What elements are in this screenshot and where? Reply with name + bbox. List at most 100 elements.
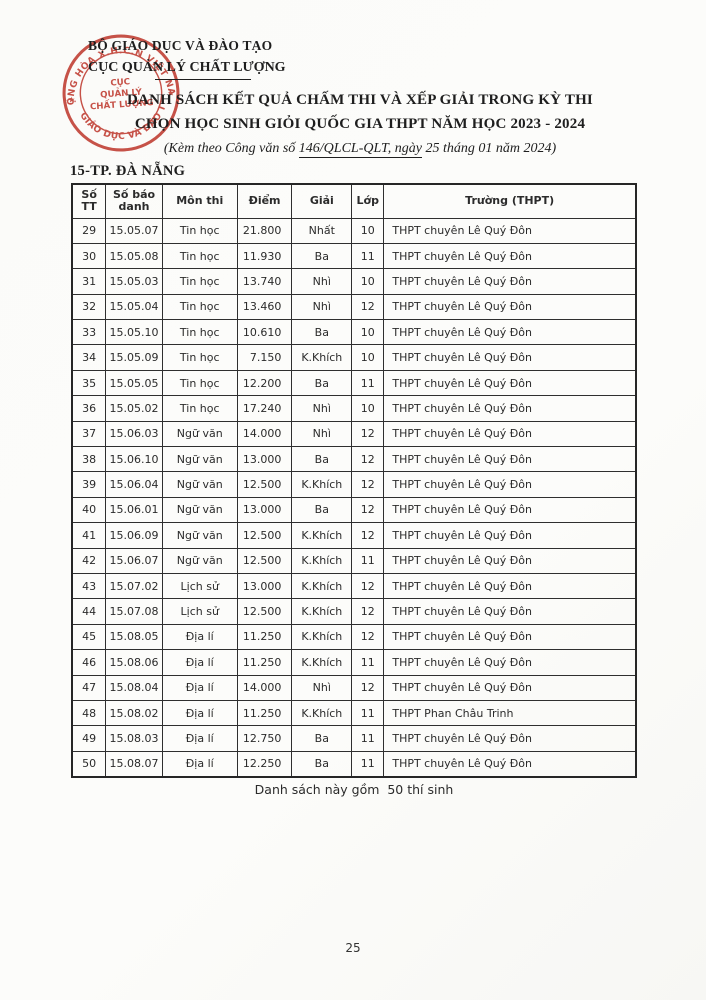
table-cell: Ngữ văn: [161, 420, 238, 448]
doc-subtitle: (Kèm theo Công văn số 146/QLCL-QLT, ngày…: [60, 141, 660, 158]
table-row: 34 15.05.09 Tin học 7.150 K.Khích 10 THPT chuy…: [71, 344, 637, 371]
table-cell: Địa lí: [161, 649, 238, 676]
table-row: 40 15.06.01 Ngữ văn 13.000 Ba 12 THPT chuyên L…: [71, 496, 637, 524]
table-cell: 10: [351, 395, 385, 422]
table-cell: 10: [351, 217, 385, 244]
table-cell: 15.05.04: [105, 293, 163, 321]
table-cell: 49: [71, 725, 107, 752]
table-cell: 17.240: [236, 395, 293, 422]
table-cell: THPT chuyên Lê Quý Đôn: [383, 598, 637, 625]
table-cell: 12: [351, 471, 385, 498]
table-cell: 12.250: [236, 750, 293, 778]
table-row: 39 15.06.04 Ngữ văn 12.500 K.Khích 12 THPT chu…: [71, 471, 637, 498]
table-cell: Ba: [291, 725, 353, 752]
column-header-3: Điểm: [236, 183, 293, 219]
table-cell: 12.500: [236, 522, 293, 549]
table-cell: 15.08.06: [105, 649, 163, 676]
table-cell: 15.05.07: [105, 217, 163, 244]
org-name-department: CỤC QUẢN LÝ CHẤT LƯỢNG: [88, 60, 286, 75]
table-cell: THPT chuyên Lê Quý Đôn: [383, 420, 637, 448]
column-header-5: Lớp: [351, 183, 385, 219]
table-cell: 41: [71, 522, 107, 549]
table-cell: 14.000: [236, 420, 293, 448]
table-cell: THPT Phan Châu Trinh: [383, 699, 637, 727]
table-cell: Nhì: [291, 268, 353, 295]
table-cell: 15.05.03: [105, 268, 163, 295]
table-cell: 11: [351, 369, 385, 397]
table-cell: 15.06.01: [105, 496, 163, 524]
table-cell: Địa lí: [161, 674, 238, 701]
table-cell: 11.250: [236, 649, 293, 676]
table-cell: 44: [71, 598, 107, 625]
table-cell: 11: [351, 699, 385, 727]
subtitle-prefix: (Kèm theo Công văn số: [163, 141, 299, 156]
table-cell: 15.05.02: [105, 395, 163, 422]
table-cell: Lịch sử: [161, 598, 238, 625]
table-cell: 12: [351, 572, 385, 600]
table-cell: 39: [71, 471, 107, 498]
table-cell: 11.250: [236, 699, 293, 727]
table-cell: 15.06.04: [105, 471, 163, 498]
table-body: 29 15.05.07 Tin học 21.800 Nhất 10 THPT chuyên…: [71, 217, 637, 778]
column-header-6: Trường (THPT): [383, 183, 637, 219]
table-cell: 14.000: [236, 674, 293, 701]
table-row: 31 15.05.03 Tin học 13.740 Nhì 10 THPT chuyên …: [71, 268, 637, 295]
table-cell: Tin học: [161, 369, 238, 397]
table-cell: THPT chuyên Lê Quý Đôn: [383, 674, 637, 701]
doc-title-line1: DANH SÁCH KẾT QUẢ CHẤM THI VÀ XẾP GIẢI T…: [127, 92, 593, 108]
table-cell: 12: [351, 420, 385, 448]
table-cell: Địa lí: [161, 750, 238, 778]
table-cell: THPT chuyên Lê Quý Đôn: [383, 217, 637, 244]
table-cell: 10: [351, 268, 385, 295]
table-row: 30 15.05.08 Tin học 11.930 Ba 11 THPT chuyên L…: [71, 242, 637, 270]
table-row: 49 15.08.03 Địa lí 12.750 Ba 11 THPT chuyên Lê…: [71, 725, 637, 752]
table-cell: Địa lí: [161, 725, 238, 752]
table-cell: 11.930: [236, 242, 293, 270]
column-header-1: Số báo danh: [105, 183, 163, 219]
table-cell: 13.460: [236, 293, 293, 321]
table-cell: Tin học: [161, 395, 238, 422]
table-cell: Ba: [291, 496, 353, 524]
table-cell: Ba: [291, 319, 353, 346]
table-cell: Tin học: [161, 217, 238, 244]
table-row: 29 15.05.07 Tin học 21.800 Nhất 10 THPT chuyên…: [71, 217, 637, 244]
table-cell: 13.000: [236, 446, 293, 473]
table-cell: 15.05.10: [105, 319, 163, 346]
table-cell: Ngữ văn: [161, 496, 238, 524]
table-cell: K.Khích: [291, 522, 353, 549]
table-cell: Nhì: [291, 395, 353, 422]
table-row: 48 15.08.02 Địa lí 11.250 K.Khích 11 THPT Phan…: [71, 699, 637, 727]
table-cell: Ngữ văn: [161, 547, 238, 574]
table-cell: THPT chuyên Lê Quý Đôn: [383, 750, 637, 778]
table-cell: THPT chuyên Lê Quý Đôn: [383, 242, 637, 270]
table-cell: Địa lí: [161, 699, 238, 727]
doc-title-line2: CHỌN HỌC SINH GIỎI QUỐC GIA THPT NĂM HỌC…: [134, 116, 586, 132]
table-cell: 33: [71, 319, 107, 346]
table-cell: Ba: [291, 750, 353, 778]
table-cell: 45: [71, 623, 107, 651]
table-cell: 13.740: [236, 268, 293, 295]
org-block: BỘ GIÁO DỤC VÀ ĐÀO TẠO CỤC QUẢN LÝ CHẤT …: [88, 38, 318, 80]
table-cell: 15.05.05: [105, 369, 163, 397]
table-cell: Nhất: [291, 217, 353, 244]
table-cell: THPT chuyên Lê Quý Đôn: [383, 522, 637, 549]
table-cell: K.Khích: [291, 623, 353, 651]
table-cell: 15.08.02: [105, 699, 163, 727]
table-cell: 13.000: [236, 572, 293, 600]
table-cell: THPT chuyên Lê Quý Đôn: [383, 623, 637, 651]
table-cell: 15.08.04: [105, 674, 163, 701]
table-cell: THPT chuyên Lê Quý Đôn: [383, 649, 637, 676]
table-cell: K.Khích: [291, 699, 353, 727]
table-row: 36 15.05.02 Tin học 17.240 Nhì 10 THPT chuyên …: [71, 395, 637, 422]
table-cell: THPT chuyên Lê Quý Đôn: [383, 725, 637, 752]
table-cell: 47: [71, 674, 107, 701]
table-cell: THPT chuyên Lê Quý Đôn: [383, 547, 637, 574]
table-cell: 30: [71, 242, 107, 270]
table-cell: 12.750: [236, 725, 293, 752]
table-cell: 15.06.03: [105, 420, 163, 448]
table-row: 37 15.06.03 Ngữ văn 14.000 Nhì 12 THPT chuyên …: [71, 420, 637, 448]
table-cell: 15.05.09: [105, 344, 163, 371]
subtitle-suffix: 25 tháng 01 năm 2024): [421, 141, 557, 156]
table-row: 46 15.08.06 Địa lí 11.250 K.Khích 11 THPT chuy…: [71, 649, 637, 676]
